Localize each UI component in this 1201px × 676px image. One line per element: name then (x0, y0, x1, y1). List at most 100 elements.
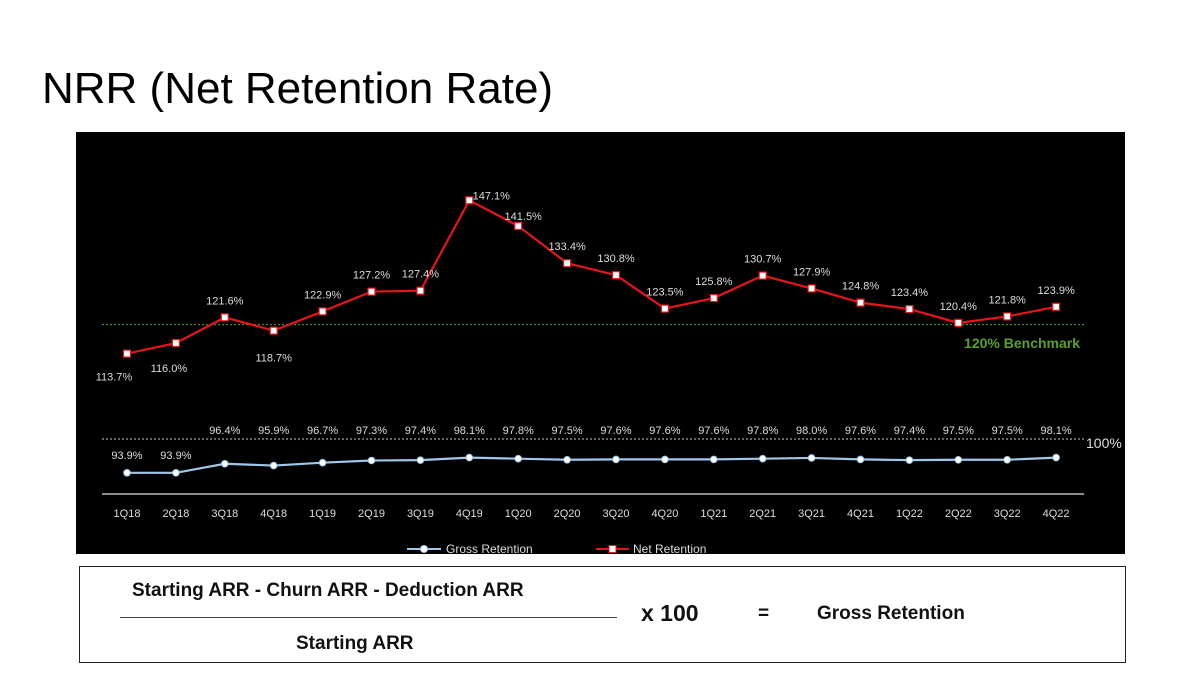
gross-retention-point (661, 455, 669, 464)
x-tick-label: 2Q19 (358, 508, 385, 520)
benchmark-label: 120% Benchmark (964, 335, 1080, 351)
net-retention-point (416, 286, 425, 295)
net-retention-data-label: 118.7% (255, 353, 292, 365)
net-retention-data-label: 125.8% (695, 276, 733, 288)
gross-retention-data-label: 97.4% (894, 425, 925, 437)
gross-retention-data-label: 93.9% (111, 450, 142, 462)
x-tick-label: 1Q20 (505, 508, 532, 520)
net-retention-point (220, 313, 229, 322)
net-retention-point (269, 326, 278, 335)
page-title: NRR (Net Retention Rate) (42, 64, 554, 113)
formula-result: Gross Retention (817, 603, 965, 624)
net-retention-point (1003, 312, 1012, 321)
formula-equals: = (758, 603, 770, 624)
gross-retention-point (123, 469, 131, 477)
retention-line-chart: 120% Benchmark 100% 1Q18 2Q18 3Q18 4Q18 1Q19 2Q… (76, 132, 1125, 554)
gross-retention-data-label: 97.5% (551, 425, 582, 437)
x-tick-label: 4Q18 (260, 508, 287, 520)
net-retention-data-label: 116.0% (151, 363, 188, 375)
net-retention-data-label: 127.2% (353, 270, 391, 282)
net-retention-point (514, 221, 523, 231)
net-retention-data-label: 127.4% (402, 269, 440, 281)
net-retention-point (563, 259, 572, 268)
gross-retention-data-label: 97.6% (845, 425, 876, 437)
gross-retention-data-label: 98.1% (454, 425, 485, 437)
net-retention-data-label: 122.9% (304, 289, 342, 301)
net-retention-point (954, 318, 963, 327)
x-tick-label: 3Q20 (603, 508, 630, 520)
x-tick-label: 4Q19 (456, 508, 483, 520)
net-retention-point (465, 196, 474, 205)
gross-retention-data-label: 93.9% (160, 450, 191, 462)
gross-retention-formula: Starting ARR - Churn ARR - Deduction ARR… (79, 566, 1126, 663)
gross-retention-point (758, 454, 767, 463)
gross-retention-line (127, 456, 1057, 474)
net-retention-data-label: 130.8% (597, 253, 635, 265)
gross-retention-data-label: 97.6% (649, 425, 680, 437)
gross-retention-point (172, 469, 180, 477)
net-retention-point (1051, 302, 1061, 311)
net-retention-point (807, 284, 816, 293)
gross-retention-data-label: 98.1% (1040, 425, 1071, 437)
gross-retention-data-label: 97.4% (405, 425, 436, 437)
gross-retention-data-label: 97.6% (600, 425, 631, 437)
gross-retention-data-label: 96.7% (307, 425, 338, 437)
hundred-percent-label: 100% (1086, 435, 1122, 451)
x-tick-label: 3Q22 (994, 508, 1021, 520)
x-tick-label: 1Q22 (896, 508, 923, 520)
gross-retention-data-label: 97.6% (698, 425, 729, 437)
net-retention-data-label: 123.4% (891, 287, 929, 299)
net-retention-data-label: 120.4% (940, 301, 978, 313)
net-retention-data-label: 121.8% (989, 294, 1027, 306)
formula-numerator: Starting ARR - Churn ARR - Deduction ARR (132, 580, 524, 601)
x-tick-label: 1Q18 (114, 508, 141, 520)
legend-net-swatch-marker (608, 545, 617, 553)
gross-retention-data-label: 97.3% (356, 425, 387, 437)
gross-retention-point (905, 456, 914, 464)
gross-retention-point (318, 458, 327, 467)
formula-denominator: Starting ARR (296, 633, 414, 654)
net-retention-data-label: 113.7% (96, 372, 133, 384)
gross-retention-point (612, 455, 620, 464)
net-retention-data-label: 130.7% (744, 254, 782, 266)
gross-retention-point (269, 461, 278, 470)
gross-retention-data-label: 97.8% (747, 425, 778, 437)
x-tick-label: 2Q20 (554, 508, 581, 520)
net-retention-data-label: 121.6% (206, 295, 244, 307)
x-tick-label: 4Q20 (651, 508, 678, 520)
chart-svg: 120% Benchmark 100% 1Q18 2Q18 3Q18 4Q18 1Q19 2Q… (96, 190, 1122, 554)
gross-retention-point (514, 454, 523, 463)
net-retention-point (171, 338, 181, 348)
net-retention-point (660, 304, 670, 313)
legend-net-label: Net Retention (633, 542, 706, 554)
gross-retention-point (856, 455, 865, 464)
net-retention-data-label: 123.9% (1037, 285, 1075, 297)
net-retention-data-label: 133.4% (548, 241, 586, 253)
x-tick-label: 1Q21 (700, 508, 727, 520)
net-retention-line (126, 198, 1057, 355)
x-tick-label: 3Q18 (211, 508, 238, 520)
net-retention-data-label: 127.9% (793, 266, 831, 278)
gross-retention-point (954, 455, 963, 464)
legend-gross-swatch-marker (420, 545, 428, 553)
gross-retention-point (710, 455, 718, 464)
net-retention-point (318, 307, 327, 316)
net-retention-data-label: 124.8% (842, 281, 880, 293)
x-tick-label: 3Q21 (798, 508, 825, 520)
net-retention-data-label: 147.1% (473, 190, 511, 202)
x-tick-label: 1Q19 (309, 508, 336, 520)
net-retention-data-label: 141.5% (505, 211, 543, 223)
legend-gross-label: Gross Retention (446, 542, 533, 554)
x-tick-label: 2Q22 (945, 508, 972, 520)
gross-retention-data-label: 97.8% (503, 425, 534, 437)
net-retention-point (367, 287, 376, 296)
x-tick-label: 3Q19 (407, 508, 434, 520)
gross-retention-point (416, 456, 425, 464)
net-retention-point (905, 304, 914, 314)
x-tick-label: 4Q22 (1043, 508, 1070, 520)
net-retention-point (611, 271, 621, 280)
gross-retention-point (563, 455, 571, 464)
net-retention-point (856, 298, 865, 307)
net-retention-data-label: 123.5% (646, 287, 684, 299)
gross-retention-point (367, 456, 376, 465)
